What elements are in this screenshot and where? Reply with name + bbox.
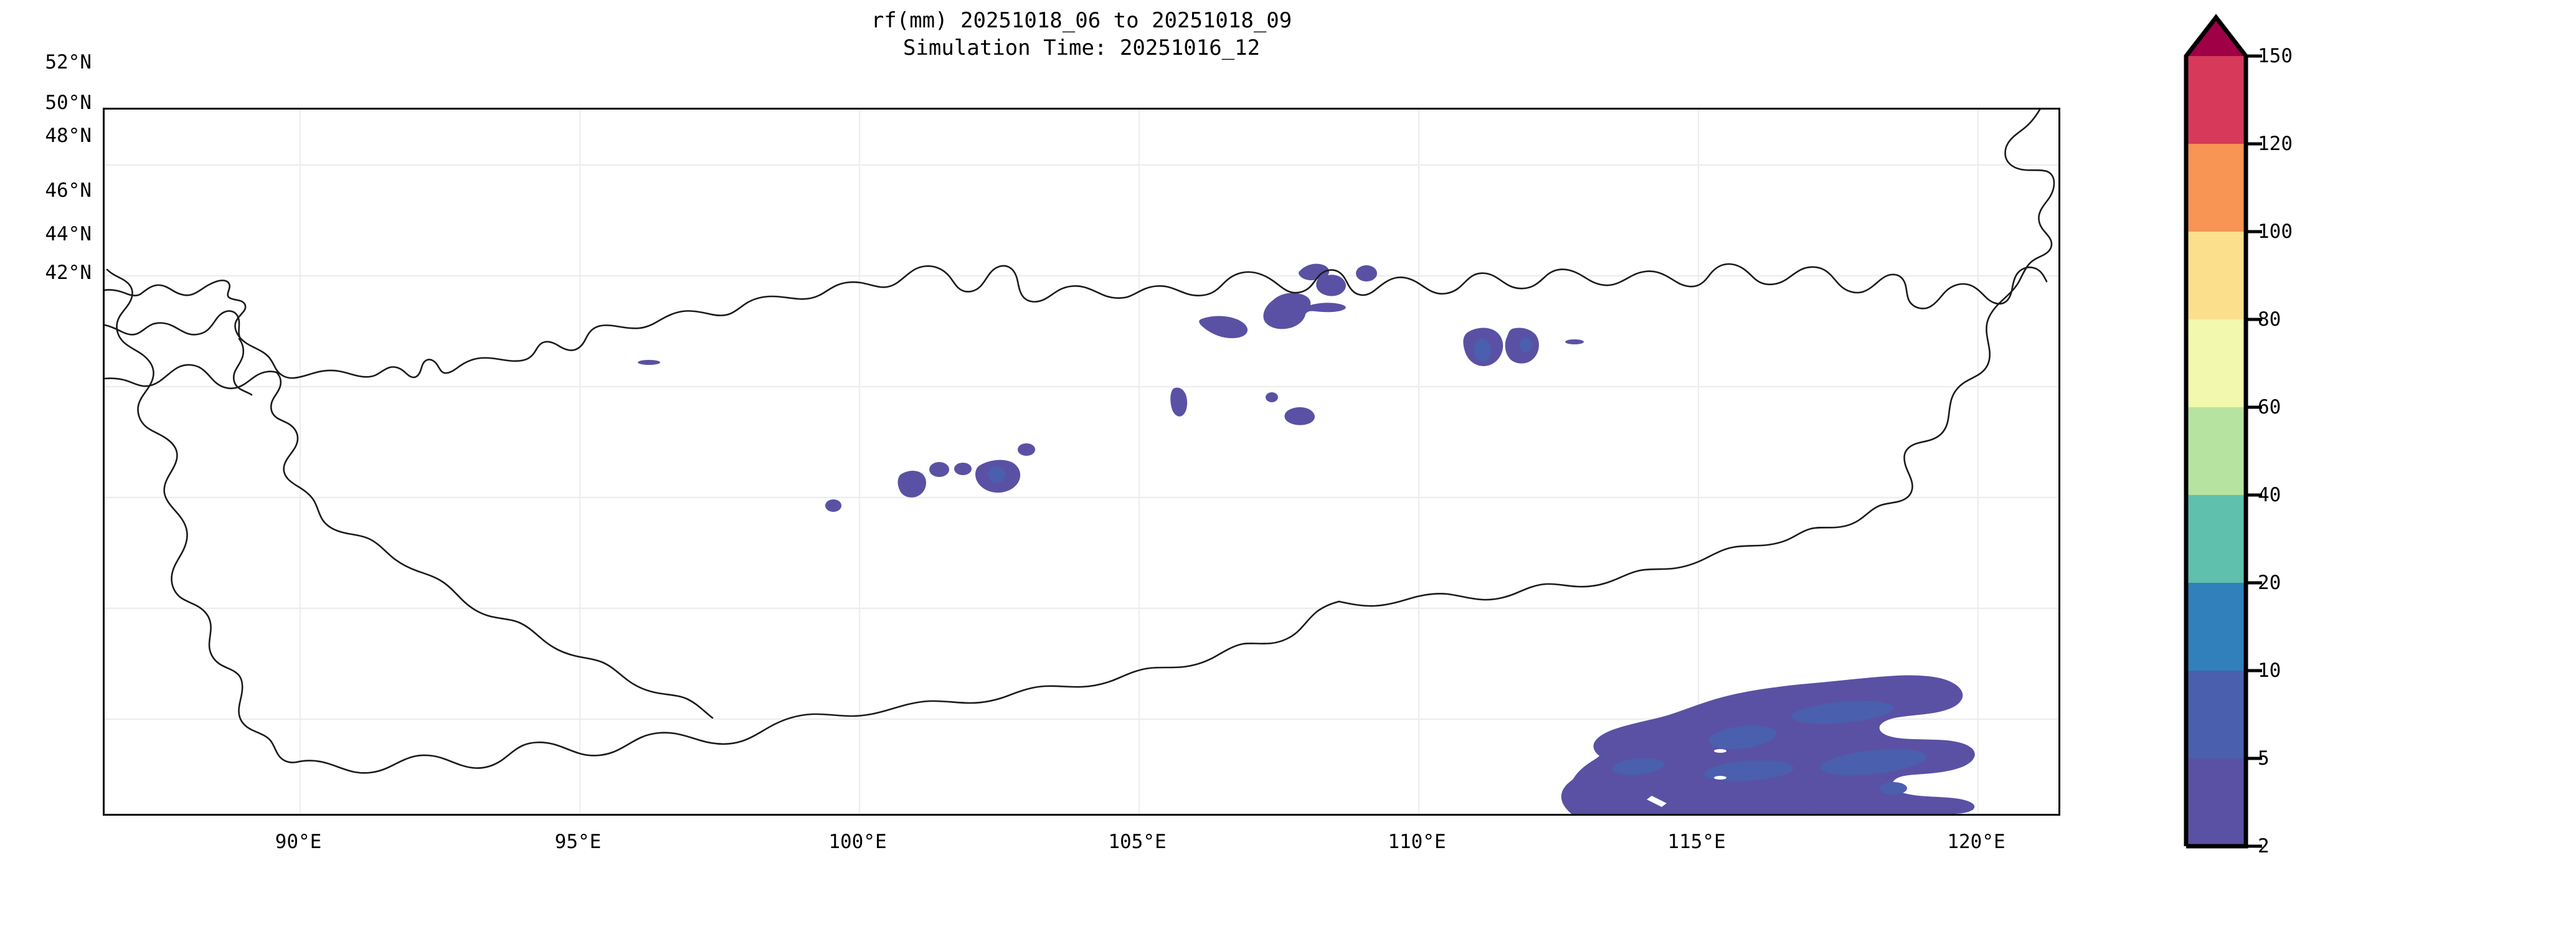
colorbar-label-10: 10 — [2258, 659, 2281, 682]
country-borders — [105, 110, 2055, 774]
chart-title-block: rf(mm) 20251018_06 to 20251018_09 Simula… — [103, 7, 2060, 62]
xtick-label-120E: 120°E — [1947, 831, 2005, 853]
xtick-label-90E: 90°E — [275, 831, 322, 853]
colorbar-label-40: 40 — [2258, 484, 2281, 506]
xtick-label-100E: 100°E — [828, 831, 887, 853]
xtick-label-105E: 105°E — [1108, 831, 1167, 853]
colorbar-band-2-5 — [2186, 758, 2246, 846]
colorbar-band-100-120 — [2186, 144, 2246, 232]
xtick-label-110E: 110°E — [1388, 831, 1446, 853]
colorbar-bands — [2186, 17, 2246, 846]
ytick-label-48N: 48°N — [45, 125, 92, 147]
xtick-label-115E: 115°E — [1667, 831, 1726, 853]
rainfall-scattered-cells — [638, 263, 1584, 512]
colorbar-band-120-150 — [2186, 56, 2246, 144]
map-plot-area — [105, 110, 2058, 814]
xtick-label-95E: 95°E — [554, 831, 602, 853]
colorbar-label-5: 5 — [2258, 747, 2270, 770]
rainfall-band-2to5 — [1561, 675, 1975, 814]
colorbar-svg — [2184, 14, 2262, 849]
colorbar-band-80-100 — [2186, 232, 2246, 319]
colorbar-band-20-40 — [2186, 495, 2246, 583]
colorbar-label-20: 20 — [2258, 572, 2281, 594]
colorbar-label-2: 2 — [2258, 835, 2270, 857]
colorbar[interactable]: 150 120 100 80 60 40 20 10 5 2 — [2184, 14, 2392, 857]
rainfall-holes — [1647, 749, 1726, 807]
ytick-label-50N: 50°N — [45, 92, 92, 114]
colorbar-ticks — [2246, 54, 2262, 848]
rainfall-band-5to10 — [1612, 700, 1927, 795]
colorbar-band-40-60 — [2186, 407, 2246, 495]
map-svg — [105, 110, 2058, 814]
colorbar-band-10-20 — [2186, 583, 2246, 671]
colorbar-band-5-10 — [2186, 671, 2246, 758]
colorbar-label-120: 120 — [2258, 133, 2293, 155]
chart-title-line1: rf(mm) 20251018_06 to 20251018_09 — [871, 8, 1292, 33]
colorbar-label-60: 60 — [2258, 396, 2281, 418]
colorbar-outline — [2184, 14, 2248, 849]
colorbar-label-80: 80 — [2258, 308, 2281, 331]
colorbar-extend-arrow — [2186, 17, 2246, 56]
ytick-label-52N: 52°N — [45, 51, 92, 73]
rainfall-scattered-cores — [988, 337, 1532, 483]
map-axes[interactable] — [103, 108, 2060, 816]
ytick-label-44N: 44°N — [45, 223, 92, 245]
colorbar-label-150: 150 — [2258, 45, 2293, 67]
colorbar-band-60-80 — [2186, 319, 2246, 407]
chart-title-line2: Simulation Time: 20251016_12 — [902, 35, 1261, 60]
colorbar-label-100: 100 — [2258, 220, 2293, 243]
ytick-label-42N: 42°N — [45, 262, 92, 284]
ytick-label-46N: 46°N — [45, 179, 92, 202]
